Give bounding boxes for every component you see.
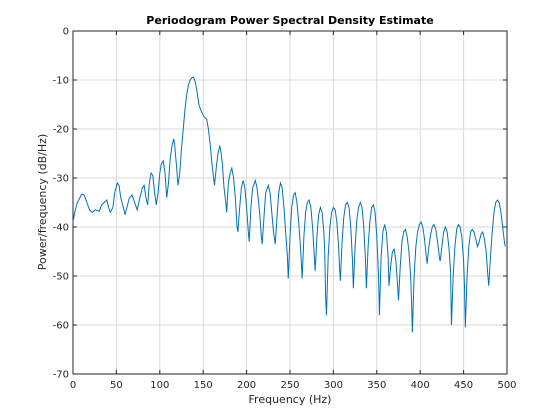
x-tick-label: 400: [411, 380, 430, 391]
y-tick-label: -30: [53, 174, 69, 185]
x-tick-label: 350: [367, 380, 386, 391]
x-tick-labels: 0 50 100 150 200 250 300 350 400 450 500: [70, 380, 517, 391]
y-tick-label: -50: [53, 272, 69, 283]
x-tick-label: 0: [70, 380, 76, 391]
x-tick-label: 250: [280, 380, 299, 391]
y-tick-label: -40: [53, 223, 69, 234]
x-tick-label: 200: [237, 380, 256, 391]
x-tick-label: 50: [110, 380, 123, 391]
y-axis-label: Power/frequency (dB/Hz): [36, 134, 49, 271]
y-tick-label: -60: [53, 321, 69, 332]
x-tick-label: 150: [194, 380, 213, 391]
y-tick-label: -70: [53, 370, 69, 381]
x-tick-label: 500: [497, 380, 516, 391]
axis-ticks: [72, 30, 508, 375]
x-tick-label: 300: [324, 380, 343, 391]
y-tick-label: -10: [53, 76, 69, 87]
chart-title: Periodogram Power Spectral Density Estim…: [146, 14, 433, 27]
x-axis-label: Frequency (Hz): [249, 393, 332, 406]
x-tick-label: 450: [454, 380, 473, 391]
x-tick-label: 100: [150, 380, 169, 391]
y-tick-label: -20: [53, 125, 69, 136]
psd-series-line: [72, 77, 506, 333]
y-tick-label: 0: [63, 27, 69, 38]
y-tick-labels: 0 -10 -20 -30 -40 -50 -60 -70: [53, 27, 69, 381]
